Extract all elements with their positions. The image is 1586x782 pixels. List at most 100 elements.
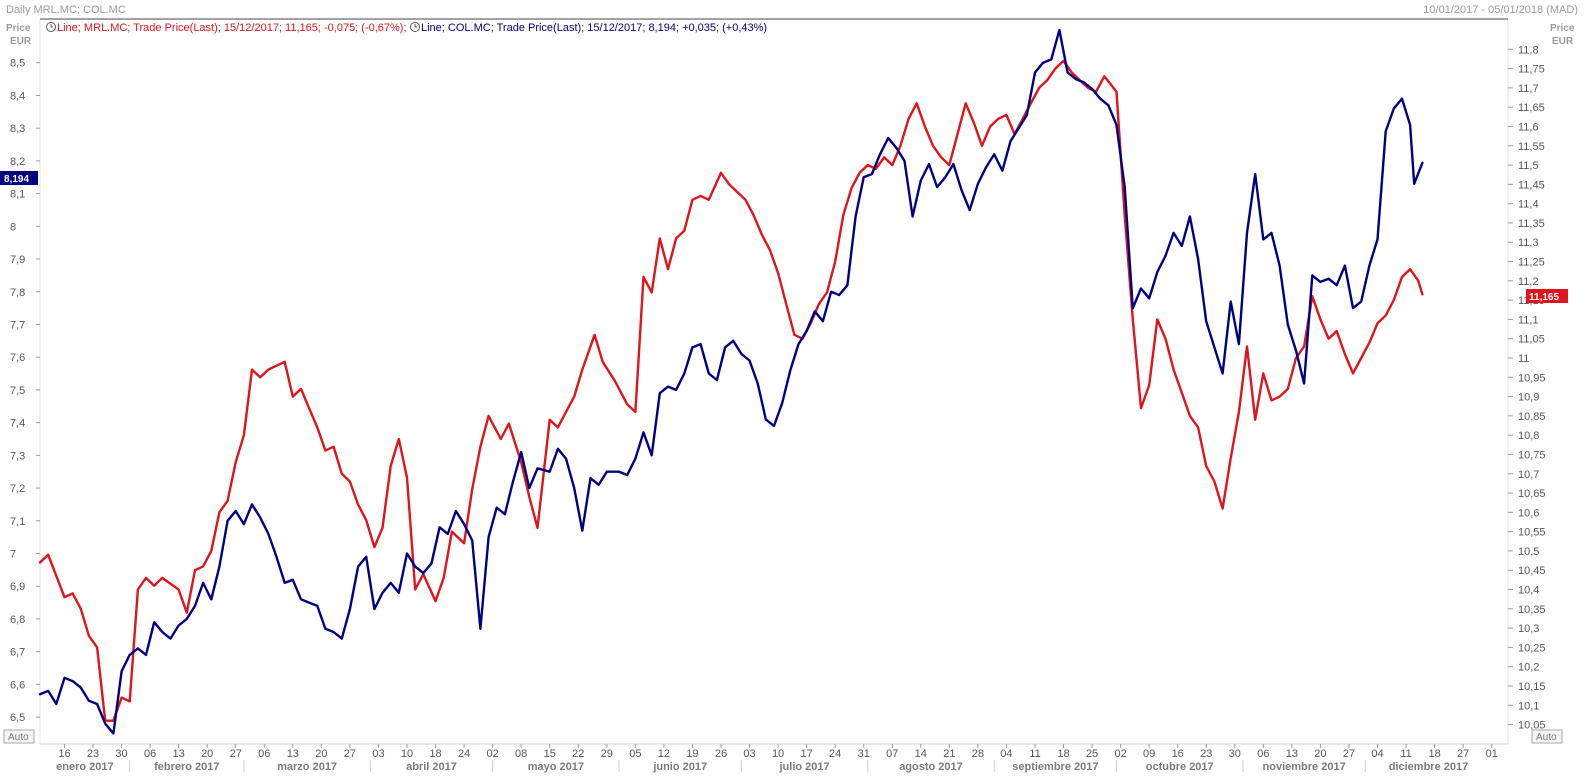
legend: Line; MRL.MC; Trade Price(Last); 15/12/2… (46, 22, 768, 34)
day-tick-label: 13 (1286, 748, 1298, 760)
left-tick-label: 7,9 (10, 254, 25, 266)
right-axis-unit: EUR (1552, 36, 1574, 47)
right-tick-label: 10,05 (1518, 720, 1546, 732)
right-tick-label: 10,3 (1518, 623, 1539, 635)
right-tick-label: 10,7 (1518, 469, 1539, 481)
right-tick-label: 11,3 (1518, 237, 1539, 249)
left-axis-ticks: 8,5 8,4 8,3 8,2 8,1 8 7,9 7,8 7,7 7,6 7,5 7,4 7,3 7,2… (10, 58, 40, 724)
day-tick-label: 22 (572, 748, 584, 760)
left-tick-label: 6,7 (10, 647, 25, 659)
month-label: julio 2017 (779, 761, 830, 773)
day-tick-label: 02 (1114, 748, 1126, 760)
right-tick-label: 10,55 (1518, 527, 1546, 539)
day-tick-label: 23 (1200, 748, 1212, 760)
right-tick-label: 10,2 (1518, 662, 1539, 674)
day-tick-label: 24 (458, 748, 470, 760)
day-tick-label: 30 (115, 748, 127, 760)
day-tick-label: 26 (715, 748, 727, 760)
day-tick-label: 23 (87, 748, 99, 760)
right-tick-label: 10,45 (1518, 565, 1546, 577)
day-tick-label: 05 (629, 748, 641, 760)
day-tick-label: 15 (544, 748, 556, 760)
right-tick-label: 10,35 (1518, 604, 1546, 616)
right-tick-label: 11,2 (1518, 276, 1539, 288)
left-tick-label: 7,2 (10, 483, 25, 495)
clock-icon (46, 22, 56, 32)
day-tick-label: 16 (1172, 748, 1184, 760)
day-tick-label: 06 (1257, 748, 1269, 760)
month-label: junio 2017 (652, 761, 707, 773)
legend-item-mrl[interactable]: Line; MRL.MC; Trade Price(Last); 15/12/2… (46, 22, 407, 34)
left-tick-label: 6,5 (10, 712, 25, 724)
col-last-value: 8,194 (4, 174, 29, 185)
day-tick-label: 11 (1029, 748, 1040, 760)
right-tick-label: 11 (1518, 353, 1529, 365)
series-layer (38, 28, 1424, 735)
month-label: septiembre 2017 (1012, 761, 1098, 773)
col-last-value-badge: 8,194 (0, 171, 38, 185)
day-tick-label: 27 (1457, 748, 1469, 760)
right-tick-label: 11,1 (1518, 314, 1539, 326)
left-tick-label: 6,6 (10, 679, 25, 691)
x-axis-ticks: 16 23 30 06 13 20 27 06 13 20 27 03 10 18 24 02 08 15 22 29… (56, 744, 1498, 773)
day-tick-label: 06 (144, 748, 156, 760)
day-tick-label: 13 (173, 748, 185, 760)
month-label: enero 2017 (56, 761, 113, 773)
day-tick-label: 29 (601, 748, 613, 760)
right-tick-label: 11,6 (1518, 121, 1539, 133)
day-tick-label: 14 (915, 748, 927, 760)
left-tick-label: 7,8 (10, 287, 25, 299)
day-tick-label: 27 (1343, 748, 1355, 760)
day-tick-label: 02 (487, 748, 499, 760)
day-tick-label: 21 (943, 748, 955, 760)
day-tick-label: 28 (972, 748, 984, 760)
left-axis-unit: EUR (10, 36, 32, 47)
left-tick-label: 7,7 (10, 319, 25, 331)
right-tick-label: 10,15 (1518, 681, 1546, 693)
date-range: 10/01/2017 - 05/01/2018 (MAD) (1423, 4, 1578, 16)
day-tick-label: 19 (686, 748, 698, 760)
right-tick-label: 10,5 (1518, 546, 1539, 558)
month-label: octubre 2017 (1146, 761, 1214, 773)
right-axis-label: Price (1550, 23, 1575, 34)
day-tick-label: 18 (1428, 748, 1440, 760)
left-axis-label: Price (6, 23, 31, 34)
right-tick-label: 11,7 (1518, 83, 1539, 95)
right-tick-label: 11,45 (1518, 179, 1545, 191)
right-tick-label: 11,25 (1518, 257, 1545, 269)
series-line-col-mc (38, 28, 1424, 735)
left-tick-label: 6,8 (10, 614, 25, 626)
right-tick-label: 10,8 (1518, 430, 1539, 442)
month-label: mayo 2017 (528, 761, 584, 773)
day-tick-label: 12 (658, 748, 670, 760)
right-tick-label: 10,4 (1518, 585, 1539, 597)
series-line-mrl-mc (38, 59, 1424, 722)
left-tick-label: 8 (10, 221, 16, 233)
month-label: marzo 2017 (277, 761, 337, 773)
right-axis-ticks: 11,8 11,75 11,7 11,65 11,6 11,55 11,5 11,45 11,4… (1508, 44, 1546, 732)
auto-scale-right-button[interactable]: Auto (1531, 729, 1563, 744)
clock-icon (410, 22, 420, 32)
day-tick-label: 07 (886, 748, 898, 760)
day-tick-label: 20 (201, 748, 213, 760)
legend-label-mrl: Line; MRL.MC; Trade Price(Last); 15/12/2… (57, 22, 407, 34)
legend-item-col[interactable]: Line; COL.MC; Trade Price(Last); 15/12/2… (410, 22, 768, 34)
auto-scale-left-button[interactable]: Auto (3, 729, 35, 744)
mrl-last-value-badge: 11,165 (1526, 289, 1568, 303)
right-tick-label: 10,75 (1518, 449, 1546, 461)
right-tick-label: 11,05 (1518, 334, 1545, 346)
month-label: abril 2017 (406, 761, 457, 773)
day-tick-label: 24 (829, 748, 841, 760)
right-tick-label: 10,65 (1518, 488, 1546, 500)
legend-label-col: Line; COL.MC; Trade Price(Last); 15/12/2… (421, 22, 767, 34)
day-tick-label: 20 (1314, 748, 1326, 760)
left-tick-label: 7,5 (10, 385, 25, 397)
day-tick-label: 06 (258, 748, 270, 760)
day-tick-label: 17 (800, 748, 812, 760)
left-tick-label: 8,4 (10, 90, 25, 102)
day-tick-label: 13 (287, 748, 299, 760)
right-tick-label: 11,75 (1518, 64, 1545, 76)
right-tick-label: 10,25 (1518, 642, 1546, 654)
right-tick-label: 11,65 (1518, 102, 1545, 114)
